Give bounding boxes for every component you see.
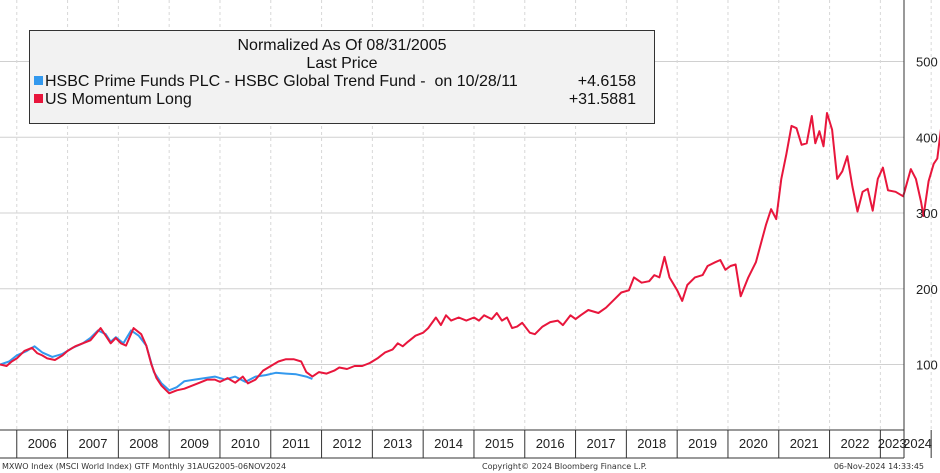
chart-subtitle: Last Price [306,55,378,72]
series-line-us-momentum-long [0,112,940,395]
series-lines [0,112,940,395]
x-tick-label: 2015 [485,436,514,451]
x-tick-label: 2010 [231,436,260,451]
x-tick-label: 2009 [180,436,209,451]
x-tick-label: 2008 [129,436,158,451]
x-tick-label: 2020 [739,436,768,451]
legend-swatch-hsbc [34,76,43,85]
legend-entry-hsbc: HSBC Prime Funds PLC - HSBC Global Trend… [30,73,654,91]
legend: Normalized As Of 08/31/2005 Last Price H… [29,30,655,124]
y-tick-label: 300 [916,206,938,221]
x-tick-label: 2021 [790,436,819,451]
y-tick-label: 500 [916,55,938,70]
legend-note-hsbc: on 10/28/11 [434,73,518,90]
legend-value-hsbc: +4.6158 [577,73,636,90]
chart-title: Normalized As Of 08/31/2005 [237,37,447,54]
x-tick-label: 2006 [28,436,57,451]
x-tick-label: 2023 [878,436,907,451]
legend-label-hsbc: HSBC Prime Funds PLC - HSBC Global Trend… [45,73,426,90]
legend-label-momentum: US Momentum Long [45,91,192,108]
x-tick-label: 2012 [333,436,362,451]
footer-copyright: Copyright© 2024 Bloomberg Finance L.P. [482,462,647,471]
x-tick-label: 2017 [587,436,616,451]
x-tick-label: 2014 [434,436,463,451]
x-tick-label: 2019 [688,436,717,451]
y-tick-label: 100 [916,358,938,373]
y-tick-label: 200 [916,282,938,297]
series-line-hsbc-global-trend [0,329,313,392]
legend-value-momentum: +31.5881 [568,91,636,108]
x-tick-label: 2016 [536,436,565,451]
legend-entry-momentum: US Momentum Long +31.5881 [30,91,654,109]
x-tick-label: 2018 [637,436,666,451]
x-axis: 2006 2007 2008 2009 2010 2011 2012 2013 2014 2015… [0,429,932,459]
footer-timestamp: 06-Nov-2024 14:33:45 [833,462,924,471]
footer-source: MXWO Index (MSCI World Index) GTF Monthl… [2,462,287,471]
x-tick-label: 2024 [903,436,932,451]
legend-swatch-momentum [34,94,43,103]
x-tick-label: 2013 [383,436,412,451]
x-tick-label: 2007 [79,436,108,451]
x-tick-label: 2022 [841,436,870,451]
y-axis: 100 200 300 400 500 [903,0,938,458]
x-tick-label: 2011 [282,436,310,451]
y-tick-label: 400 [916,130,938,145]
